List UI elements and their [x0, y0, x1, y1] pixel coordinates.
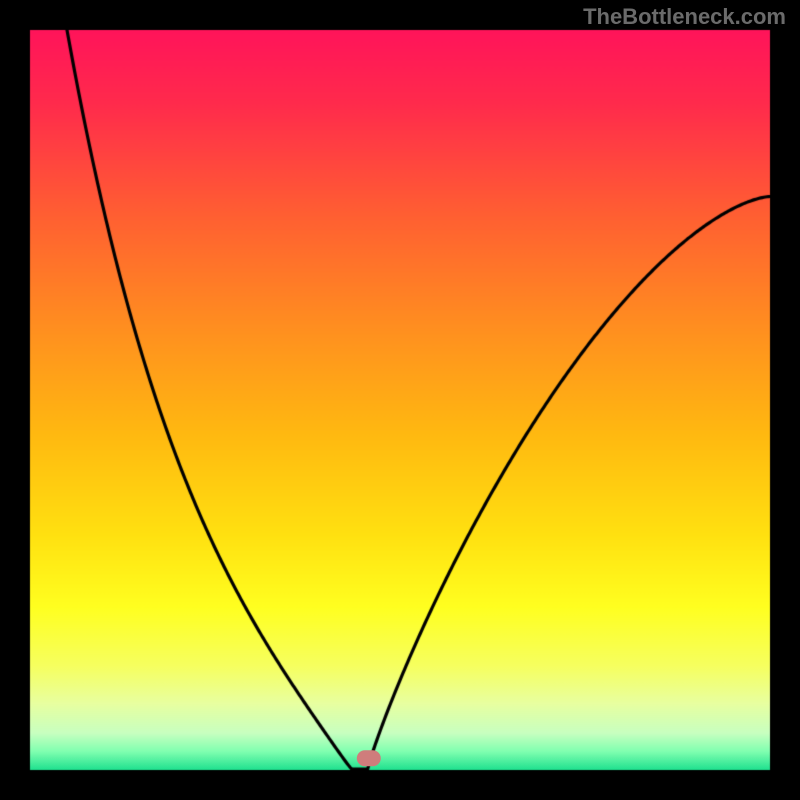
bottleneck-chart-canvas	[0, 0, 800, 800]
chart-root: TheBottleneck.com	[0, 0, 800, 800]
